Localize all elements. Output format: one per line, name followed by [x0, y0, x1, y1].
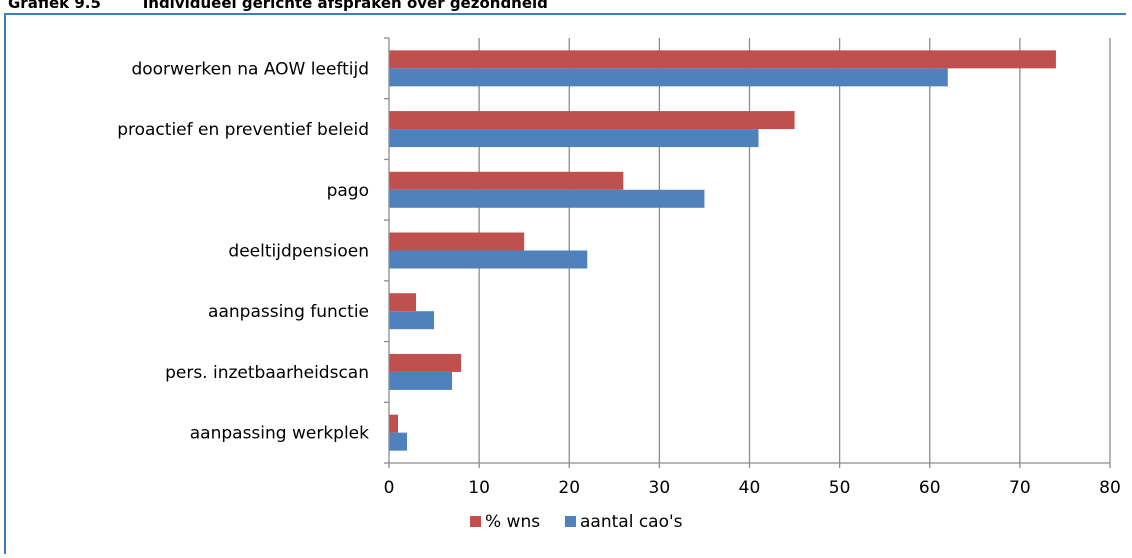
figure-number: Grafiek 9.5: [8, 0, 101, 12]
chart-frame: [4, 13, 1126, 554]
bar-caos: [389, 311, 435, 330]
bar-wns: [389, 50, 1056, 69]
page-title: Grafiek 9.5 Individueel gerichte afsprak…: [8, 0, 548, 13]
x-tick-label-60: 60: [919, 478, 941, 498]
legend: % wns aantal cao's: [470, 512, 683, 532]
tick-labels: 0 10 20 30 40 50 60 70 80: [384, 478, 1121, 498]
bar-caos: [389, 68, 948, 87]
category-label: aanpassing werkplek: [190, 424, 369, 444]
category-label: proactief en preventief beleid: [117, 120, 369, 140]
bar-wns: [389, 111, 795, 130]
x-tick-label-40: 40: [739, 478, 761, 498]
axes: [384, 37, 1111, 468]
category-label: pers. inzetbaarheidscan: [165, 363, 369, 383]
legend-label-caos: aantal cao's: [580, 512, 683, 532]
category-label: pago: [327, 181, 369, 201]
bar-wns: [389, 171, 624, 190]
x-tick-label-50: 50: [829, 478, 851, 498]
bars: [389, 50, 1056, 451]
bar-wns: [389, 353, 462, 372]
bar-caos: [389, 432, 408, 451]
bar-caos: [389, 371, 453, 390]
x-tick-label-80: 80: [1099, 478, 1121, 498]
bar-wns: [389, 293, 417, 312]
bar-wns: [389, 414, 399, 433]
category-labels: doorwerken na AOW leeftijd proactief en p…: [117, 59, 369, 443]
x-tick-label-0: 0: [384, 478, 395, 498]
legend-swatch-wns: [470, 516, 481, 527]
x-tick-label-10: 10: [468, 478, 490, 498]
bar-caos: [389, 189, 705, 208]
category-label: aanpassing functie: [208, 302, 369, 322]
bar-caos: [389, 129, 759, 148]
x-tick-label-70: 70: [1009, 478, 1031, 498]
figure-title: Individueel gerichte afspraken over gezo…: [142, 0, 548, 12]
bar-caos: [389, 250, 588, 269]
x-tick-label-20: 20: [558, 478, 580, 498]
legend-swatch-caos: [565, 516, 576, 527]
category-label: doorwerken na AOW leeftijd: [131, 59, 369, 79]
category-label: deeltijdpensioen: [228, 242, 369, 262]
x-tick-label-30: 30: [649, 478, 671, 498]
legend-label-wns: % wns: [485, 512, 540, 532]
bar-wns: [389, 232, 525, 251]
